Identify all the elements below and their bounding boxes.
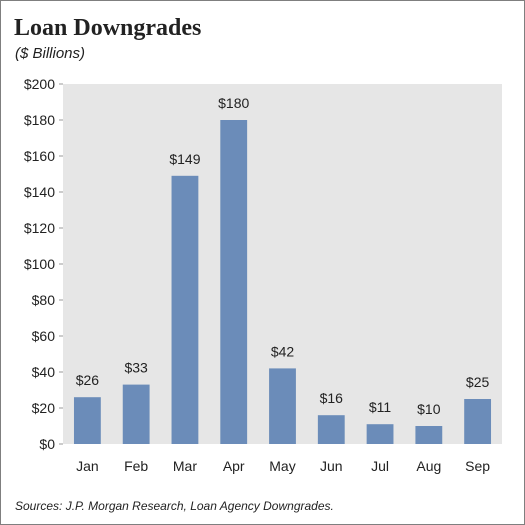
x-tick-label-jun: Jun — [320, 458, 343, 474]
data-label-jan: $26 — [76, 372, 100, 388]
y-tick-label: $40 — [32, 364, 56, 380]
data-label-apr: $180 — [218, 95, 249, 111]
y-tick-label: $80 — [32, 292, 56, 308]
x-tick-label-aug: Aug — [416, 458, 441, 474]
y-tick-label: $180 — [24, 112, 55, 128]
x-tick-label-feb: Feb — [124, 458, 148, 474]
y-tick-label: $100 — [24, 256, 55, 272]
data-label-mar: $149 — [169, 151, 200, 167]
x-tick-label-mar: Mar — [173, 458, 197, 474]
chart-title: Loan Downgrades — [14, 15, 202, 41]
x-tick-label-jan: Jan — [76, 458, 99, 474]
bar-jul — [366, 424, 394, 444]
bar-feb — [122, 384, 150, 444]
y-tick-label: $120 — [24, 220, 55, 236]
bar-mar — [171, 175, 199, 445]
source-note: Sources: J.P. Morgan Research, Loan Agen… — [15, 499, 334, 513]
data-label-jul: $11 — [369, 399, 392, 415]
y-tick-label: $160 — [24, 148, 55, 164]
bar-sep — [464, 399, 492, 444]
data-label-jun: $16 — [320, 390, 344, 406]
bar-jun — [317, 415, 345, 444]
y-tick-label: $20 — [32, 400, 56, 416]
y-tick-label: $60 — [32, 328, 56, 344]
x-tick-label-jul: Jul — [371, 458, 389, 474]
y-tick-label: $140 — [24, 184, 55, 200]
data-label-may: $42 — [271, 343, 295, 359]
data-labels: $26 $33 $149 $180 $42 $16 $11 $10 $25 — [76, 95, 490, 417]
x-axis: Jan Feb Mar Apr May Jun Jul Aug Sep — [76, 458, 490, 474]
y-tick-label: $0 — [39, 436, 55, 452]
data-label-feb: $33 — [124, 360, 148, 376]
data-label-aug: $10 — [417, 401, 441, 417]
x-tick-label-may: May — [269, 458, 295, 474]
y-axis: $0 $20 $40 $60 $80 $100 $120 $140 $160 $180 $200 — [24, 76, 63, 452]
bar-aug — [415, 426, 443, 444]
data-label-sep: $25 — [466, 374, 490, 390]
chart-subtitle: ($ Billions) — [15, 45, 86, 62]
bar-jan — [73, 397, 101, 444]
x-tick-label-apr: Apr — [223, 458, 245, 474]
x-tick-label-sep: Sep — [465, 458, 490, 474]
bar-may — [269, 368, 296, 444]
bar-apr — [220, 120, 248, 444]
y-tick-label: $200 — [24, 76, 55, 92]
bars — [73, 120, 492, 445]
